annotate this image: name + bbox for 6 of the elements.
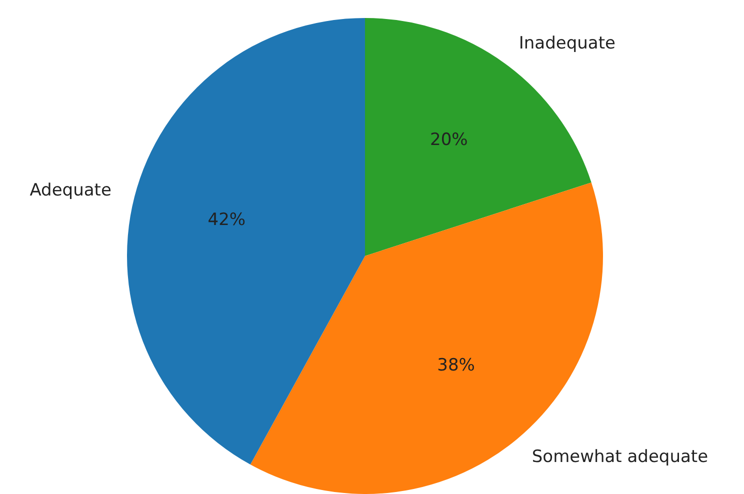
slice-label: Inadequate	[518, 34, 616, 54]
data-label: 20%	[430, 130, 468, 150]
slice-label: Somewhat adequate	[532, 447, 708, 468]
data-label: 38%	[437, 355, 475, 376]
data-label: 42%	[208, 210, 246, 230]
slice-label: Adequate	[30, 180, 112, 200]
